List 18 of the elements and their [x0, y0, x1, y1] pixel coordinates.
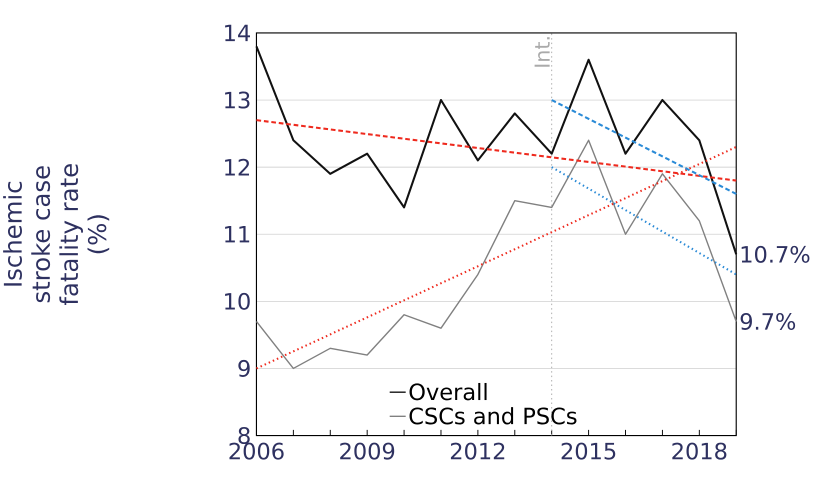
annotation: 9.7%	[740, 313, 796, 330]
x-tick-label: 2006	[229, 442, 284, 460]
y-tick-label: 9	[238, 360, 250, 378]
legend-label: Overall	[410, 383, 487, 400]
y-tick-label: 14	[225, 24, 250, 42]
ref-line-label: Int.	[534, 37, 550, 67]
y-tick-label: 10	[225, 292, 250, 310]
x-tick-label: 2018	[672, 442, 726, 460]
x-tick-label: 2012	[450, 442, 504, 460]
annotation: 10.7%	[742, 246, 810, 263]
y-tick-label: 13	[225, 92, 250, 109]
y-axis-title: Ischemic stroke case fatality rate (%)	[3, 164, 110, 306]
y-tick-label: 11	[225, 226, 250, 243]
x-tick-label: 2009	[340, 442, 394, 460]
legend-label: CSCs and PSCs	[410, 407, 576, 425]
y-tick-label: 8	[238, 427, 250, 444]
x-tick-label: 2015	[562, 442, 616, 460]
y-tick-label: 12	[225, 158, 249, 176]
